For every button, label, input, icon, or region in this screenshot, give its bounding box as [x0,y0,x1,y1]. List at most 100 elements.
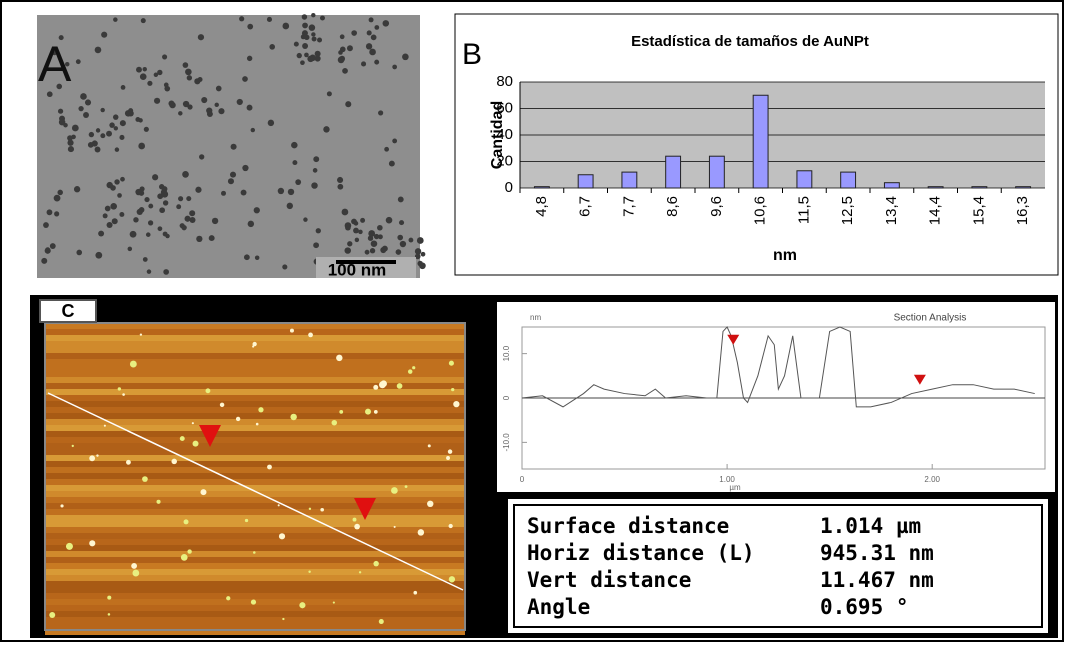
particle [326,91,332,97]
afm-stripe [45,365,465,371]
particle [201,96,208,104]
afm-particle [200,489,207,496]
afm-particle [393,525,396,528]
particle [388,160,395,167]
particle [282,22,290,30]
particle [311,32,316,37]
particle [365,43,373,50]
afm-particle [49,611,56,618]
particle [392,138,398,144]
particle [51,48,58,56]
particle [136,66,142,73]
particle [266,16,273,23]
particle [94,146,101,153]
particle [112,114,119,120]
particle [71,124,79,132]
cursor-marker [727,334,740,345]
table-value: 0.695 ° [820,595,909,619]
particle [206,107,213,114]
particle [182,62,189,68]
afm-particle [244,518,249,523]
particle [341,208,349,216]
section-line [47,392,464,591]
afm-particle [278,533,286,540]
particle [128,108,134,114]
particle [381,245,388,252]
afm-stripe [45,503,465,509]
afm-stripe [45,491,465,497]
particle [140,18,146,24]
cursor-marker [199,425,221,447]
afm-stripe [45,449,465,455]
bar [883,182,900,189]
section-panel [497,302,1055,492]
particle [182,100,190,108]
afm-stripe [45,533,465,539]
x-tick-label: 1.00 [719,475,735,484]
afm-particle [235,416,241,422]
particle [162,200,169,206]
particle [392,64,398,70]
afm-particle [142,476,148,482]
particle [395,249,402,255]
bar [621,171,638,189]
x-tick-label: 15,4 [970,196,987,225]
x-tick-label: 14,4 [927,196,944,225]
particle [144,196,150,203]
particle [398,220,405,226]
particle [366,30,372,36]
particle [236,98,243,106]
afm-stripe [45,359,465,365]
particle [314,55,321,62]
afm-stripe [45,605,465,611]
particle [197,34,205,41]
particle [196,235,203,243]
particle [71,134,76,140]
particle [378,234,383,240]
afm-stripe [45,515,465,521]
bar [533,186,550,189]
particle [67,146,75,153]
particle [250,127,256,133]
particle [247,220,255,228]
afm-particle [226,596,231,601]
particle [311,13,316,18]
particle [416,237,424,244]
afm-stripe [45,497,465,503]
afm-particle [250,599,257,605]
afm-stripe [45,557,465,563]
bar [708,155,725,189]
x-axis-label: nm [773,247,797,264]
particle [110,202,118,210]
afm-stripe [45,389,465,395]
particle [178,111,183,116]
afm-particle [391,487,398,494]
particle [145,232,151,237]
table-key: Angle [527,595,590,619]
afm-particle [308,570,311,573]
afm-stripe [45,335,465,341]
afm-particle [352,517,357,522]
afm-particle [373,384,379,390]
particle [351,218,357,225]
particle [58,118,66,126]
x-tick-label: 4,8 [533,196,550,217]
particle [361,61,367,67]
particle [158,184,165,190]
particle [374,59,380,65]
particle [119,134,125,140]
particle [129,230,137,238]
particle [189,210,196,217]
afm-stripe [45,443,465,449]
afm-stripe [45,629,465,635]
cursor-marker [354,498,376,520]
particle [215,85,222,92]
particle [227,178,235,185]
particle [337,176,344,184]
afm-stripe [45,623,465,629]
particle [84,99,92,106]
bar [1015,186,1032,189]
afm-particle [252,345,255,348]
afm-stripe [45,539,465,545]
